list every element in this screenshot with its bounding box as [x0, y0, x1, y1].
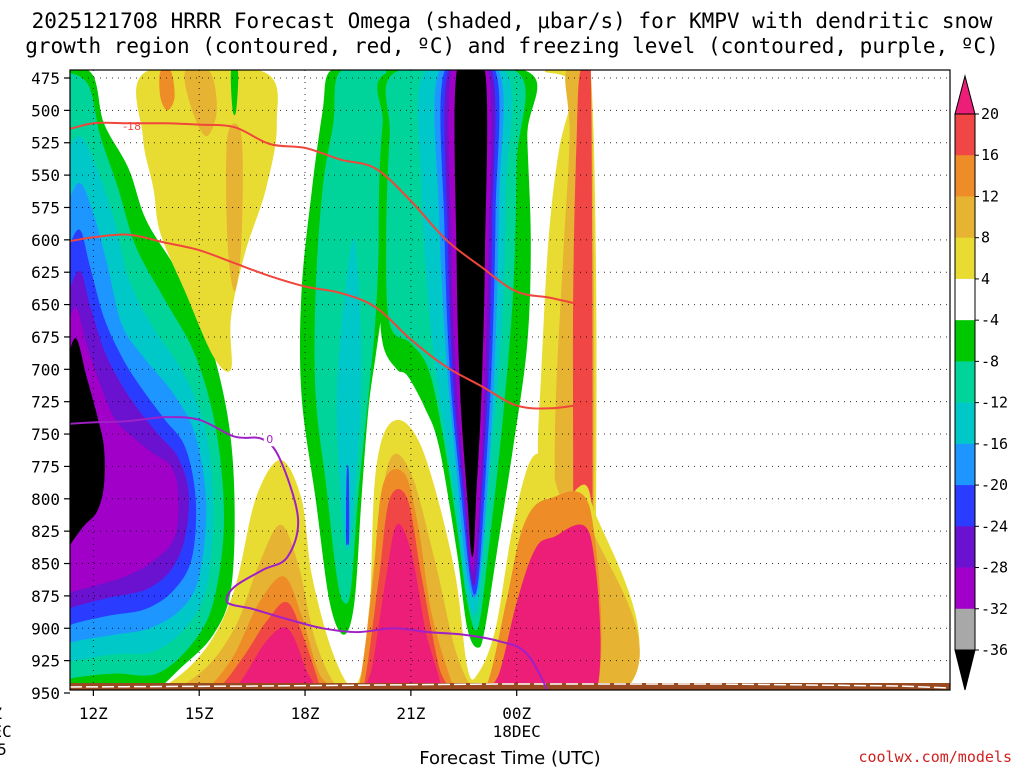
- ground-line: [70, 683, 950, 689]
- dgz-contour-dgz-minus12: [70, 233, 591, 410]
- ground-terrain: [70, 683, 950, 690]
- omega-region-green-tail-top: [230, 70, 239, 116]
- y-tick-label-775: 775: [31, 457, 60, 476]
- x-tick-date-00Z: 18DEC: [493, 722, 541, 741]
- plot-frame: [69, 69, 951, 691]
- x-axis-title: Forecast Time (UTC): [419, 748, 600, 768]
- colorbar-label-5: -4: [981, 311, 999, 329]
- y-tick-label-500: 500: [31, 101, 60, 120]
- freezing-level-contour: [70, 416, 549, 690]
- x-tick-label-12Z: 12Z: [79, 704, 108, 723]
- x-tick-label-09Z: 09Z: [0, 704, 2, 723]
- colorbar-swatch-9: [955, 485, 975, 527]
- colorbar-label-11: -28: [981, 559, 1008, 577]
- omega-region-warm-mid-upper2: [184, 70, 217, 137]
- omega-region-warm-upper-left: [0, 62, 27, 266]
- y-tick-label-625: 625: [31, 263, 60, 282]
- x-tick-label-21Z: 21Z: [396, 704, 425, 723]
- x-tick-label-00Z: 00Z: [502, 704, 531, 723]
- omega-region-low-warm-right2: [487, 524, 601, 690]
- y-tick-label-900: 900: [31, 619, 60, 638]
- omega-region-neg-left-ring7: [70, 307, 179, 593]
- y-tick-label-825: 825: [31, 522, 60, 541]
- omega-shading: [0, 62, 640, 690]
- y-tick-label-875: 875: [31, 587, 60, 606]
- y-tick-label-950: 950: [31, 684, 60, 703]
- x-tick-date-09Z: 17DEC: [0, 722, 12, 741]
- colorbar: 20 16 12 8 4 -4 -8 -12 -16 -20 -24 -28 -32 -36: [954, 74, 1008, 691]
- colorbar-label-4: 4: [981, 270, 990, 288]
- colorbar-label-3: 8: [981, 229, 990, 247]
- dgz-contour-label: -18: [123, 120, 141, 133]
- y-tick-label-475: 475: [31, 69, 60, 88]
- ground-fill: [70, 683, 950, 690]
- colorbar-swatch-2: [955, 196, 975, 238]
- omega-region-neg-right-core: [454, 70, 488, 558]
- omega-region-neg-mid-ring3: [336, 238, 362, 551]
- colorbar-label-7: -12: [981, 394, 1008, 412]
- omega-region-low-warm-mid3: [362, 523, 442, 690]
- colorbar-label-0: 20: [981, 105, 999, 123]
- grid: [70, 70, 950, 690]
- x-tick-year-09Z: 2025: [0, 740, 7, 759]
- y-axis: 475 500 525 550 575 600 625 650 675 700 725 750 775 8…: [31, 69, 70, 703]
- colorbar-swatch-5: [955, 320, 975, 362]
- y-tick-label-650: 650: [31, 296, 60, 315]
- colorbar-swatch-8: [955, 443, 975, 486]
- colorbar-label-13: -36: [981, 641, 1008, 659]
- y-tick-label-525: 525: [31, 134, 60, 153]
- colorbar-min-arrow: [954, 649, 976, 691]
- credit-link[interactable]: coolwx.com/models: [858, 748, 1012, 766]
- colorbar-swatch-10: [955, 526, 975, 568]
- colorbar-max-arrow: [954, 74, 976, 115]
- y-tick-label-850: 850: [31, 555, 60, 574]
- colorbar-swatch-6: [955, 361, 975, 403]
- y-tick-label-700: 700: [31, 360, 60, 379]
- y-tick-label-800: 800: [31, 490, 60, 509]
- colorbar-swatch-7: [955, 402, 975, 445]
- colorbar-label-8: -16: [981, 435, 1008, 453]
- omega-region-warm-upper-left-core: [0, 74, 14, 119]
- y-tick-label-575: 575: [31, 198, 60, 217]
- y-tick-label-600: 600: [31, 231, 60, 250]
- colorbar-label-1: 16: [981, 146, 999, 164]
- x-tick-label-18Z: 18Z: [291, 704, 320, 723]
- chart-title-line2: growth region (contoured, red, ºC) and f…: [25, 34, 999, 58]
- freezing-level-label-bg: [263, 432, 276, 447]
- colorbar-swatch-3: [955, 237, 975, 280]
- y-tick-label-725: 725: [31, 393, 60, 412]
- colorbar-label-6: -8: [981, 352, 999, 370]
- omega-region-low-warm-5: [230, 627, 318, 690]
- colorbar-swatch-12: [955, 608, 975, 651]
- y-tick-label-925: 925: [31, 652, 60, 671]
- colorbar-swatch-11: [955, 567, 975, 610]
- y-tick-label-675: 675: [31, 328, 60, 347]
- dgz-contour-dgz-minus18: [70, 121, 592, 309]
- colorbar-label-12: -32: [981, 600, 1008, 618]
- omega-region-warm-mid-upper: [136, 70, 278, 372]
- omega-region-neg-left-core: [70, 338, 105, 546]
- omega-region-warm-mid-stem: [226, 123, 243, 292]
- chart-title-line1: 2025121708 HRRR Forecast Omega (shaded, …: [32, 9, 993, 33]
- colorbar-label-10: -24: [981, 517, 1008, 535]
- x-tick-label-15Z: 15Z: [185, 704, 214, 723]
- colorbar-swatch-1: [955, 155, 975, 197]
- freezing-level-label: 0: [266, 433, 273, 446]
- colorbar-swatch-0: [955, 114, 975, 156]
- colorbar-label-9: -20: [981, 476, 1008, 494]
- y-tick-label-750: 750: [31, 425, 60, 444]
- omega-region-neg-mid-needle: [345, 464, 350, 546]
- colorbar-label-2: 12: [981, 187, 999, 205]
- omega-region-warm-orange-top: [159, 70, 175, 111]
- contours: -18 0: [70, 120, 592, 690]
- y-tick-label-550: 550: [31, 166, 60, 185]
- colorbar-swatch-4: [955, 278, 975, 321]
